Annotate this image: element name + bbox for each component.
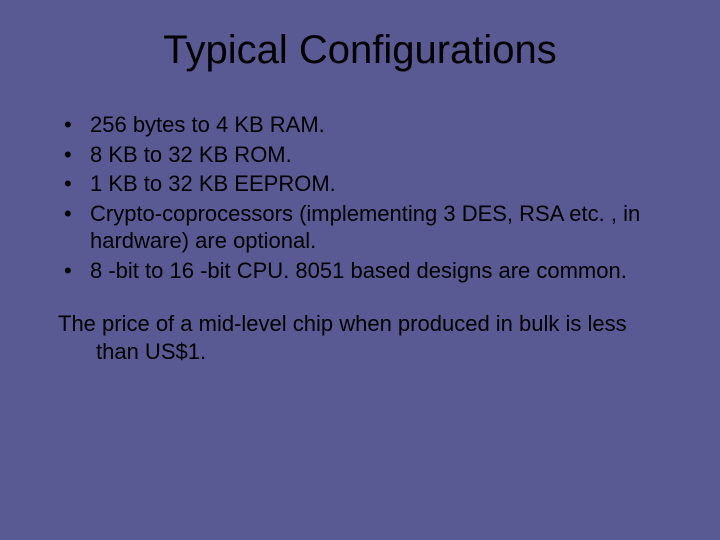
slide-paragraph: The price of a mid-level chip when produ… (58, 310, 680, 365)
bullet-text: 8 -bit to 16 -bit CPU. 8051 based design… (90, 258, 627, 283)
list-item: Crypto-coprocessors (implementing 3 DES,… (58, 200, 680, 255)
slide-title: Typical Configurations (40, 28, 680, 73)
slide-body: 256 bytes to 4 KB RAM. 8 KB to 32 KB ROM… (40, 111, 680, 365)
bullet-text: Crypto-coprocessors (implementing 3 DES,… (90, 201, 640, 254)
bullet-text: 256 bytes to 4 KB RAM. (90, 112, 325, 137)
list-item: 8 KB to 32 KB ROM. (58, 141, 680, 169)
bullet-text: 1 KB to 32 KB EEPROM. (90, 171, 336, 196)
list-item: 1 KB to 32 KB EEPROM. (58, 170, 680, 198)
paragraph-text: The price of a mid-level chip when produ… (58, 310, 670, 365)
bullet-list: 256 bytes to 4 KB RAM. 8 KB to 32 KB ROM… (58, 111, 680, 284)
bullet-text: 8 KB to 32 KB ROM. (90, 142, 292, 167)
list-item: 256 bytes to 4 KB RAM. (58, 111, 680, 139)
list-item: 8 -bit to 16 -bit CPU. 8051 based design… (58, 257, 680, 285)
